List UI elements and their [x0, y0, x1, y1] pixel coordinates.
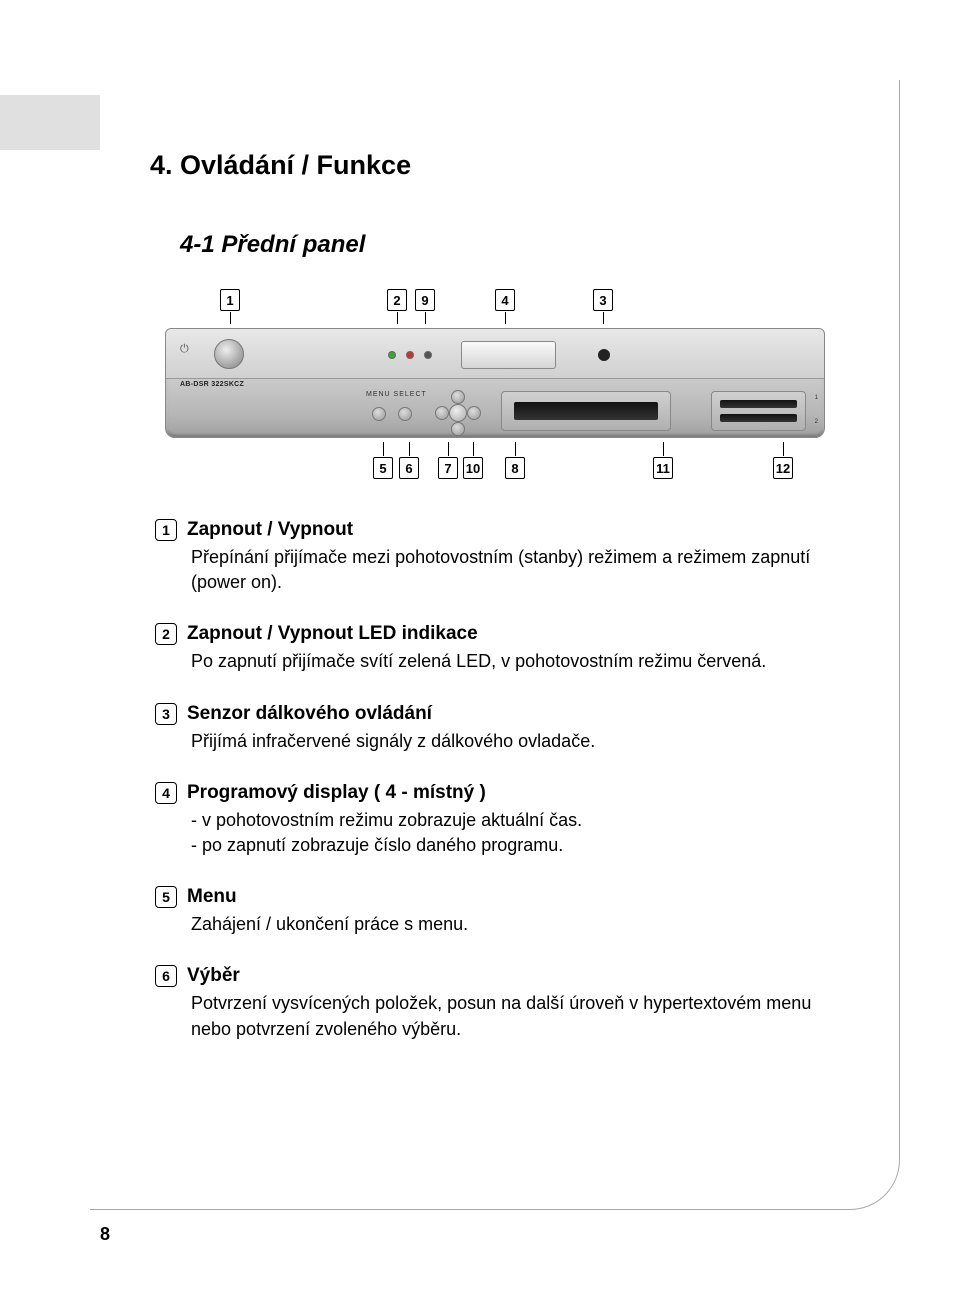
item-body: Potvrzení vysvícených položek, posun na …	[191, 991, 840, 1041]
item-body: - v pohotovostním režimu zobrazuje aktuá…	[191, 808, 840, 858]
page-content: 4. Ovládání / Funkce 4-1 Přední panel 12…	[150, 150, 840, 1070]
item-body: Přepínání přijímače mezi pohotovostním (…	[191, 545, 840, 595]
callout-11: 11	[653, 457, 673, 479]
callout-5: 5	[373, 457, 393, 479]
power-icon: ⏻	[180, 343, 189, 356]
select-button	[398, 407, 412, 421]
menu-button	[372, 407, 386, 421]
dpad	[436, 391, 480, 435]
item-body: Po zapnutí přijímače svítí zelená LED, v…	[191, 649, 840, 674]
dpad-center	[449, 404, 467, 422]
item-body-line: Přijímá infračervené signály z dálkového…	[191, 729, 840, 754]
card-slot	[501, 391, 671, 431]
model-label: AB-DSR 322SKCZ	[180, 381, 244, 388]
item-list: 1 Zapnout / Vypnout Přepínání přijímače me…	[155, 519, 840, 1042]
item-head: 1 Zapnout / Vypnout	[155, 519, 840, 541]
item-title: Výběr	[187, 965, 240, 987]
item-head: 6 Výběr	[155, 965, 840, 987]
item-number-box: 3	[155, 703, 177, 725]
cam-label-2: 2	[815, 419, 818, 425]
item-head: 4 Programový display ( 4 - místný )	[155, 782, 840, 804]
item-head: 2 Zapnout / Vypnout LED indikace	[155, 623, 840, 645]
item-title: Menu	[187, 886, 237, 908]
item-body-line: - po zapnutí zobrazuje číslo daného prog…	[191, 833, 840, 858]
device-illustration: ⏻ AB-DSR 322SKCZ MENU SELECT 1 2	[165, 328, 825, 438]
power-button	[214, 339, 244, 369]
callout-10: 10	[463, 457, 483, 479]
item-body-line: Přepínání přijímače mezi pohotovostním (…	[191, 545, 840, 595]
item-2: 2 Zapnout / Vypnout LED indikace Po zapnut…	[155, 623, 840, 674]
led-other	[424, 351, 432, 359]
item-body-line: Zahájení / ukončení práce s menu.	[191, 912, 840, 937]
callout-4: 4	[495, 289, 515, 311]
dpad-left	[435, 406, 449, 420]
ir-sensor	[598, 349, 610, 361]
callout-12: 12	[773, 457, 793, 479]
item-body-line: Po zapnutí přijímače svítí zelená LED, v…	[191, 649, 840, 674]
item-title: Programový display ( 4 - místný )	[187, 782, 486, 804]
menu-select-label: MENU SELECT	[366, 391, 427, 398]
led-red	[406, 351, 414, 359]
front-panel-diagram: 12943 ⏻ AB-DSR 322SKCZ MENU SELECT	[165, 289, 825, 479]
cam-slots	[711, 391, 806, 431]
item-5: 5 Menu Zahájení / ukončení práce s menu.	[155, 886, 840, 937]
item-head: 3 Senzor dálkového ovládání	[155, 703, 840, 725]
item-number-box: 1	[155, 519, 177, 541]
item-head: 5 Menu	[155, 886, 840, 908]
dpad-down	[451, 422, 465, 436]
item-body-line: Potvrzení vysvícených položek, posun na …	[191, 991, 840, 1041]
callout-2: 2	[387, 289, 407, 311]
program-display	[461, 341, 556, 369]
item-number-box: 4	[155, 782, 177, 804]
item-1: 1 Zapnout / Vypnout Přepínání přijímače me…	[155, 519, 840, 595]
item-number-box: 6	[155, 965, 177, 987]
item-body: Zahájení / ukončení práce s menu.	[191, 912, 840, 937]
item-title: Zapnout / Vypnout	[187, 519, 353, 541]
page-number: 8	[100, 1224, 110, 1245]
callout-9: 9	[415, 289, 435, 311]
item-4: 4 Programový display ( 4 - místný ) - v po…	[155, 782, 840, 858]
item-title: Senzor dálkového ovládání	[187, 703, 432, 725]
item-body: Přijímá infračervené signály z dálkového…	[191, 729, 840, 754]
item-body-line: - v pohotovostním režimu zobrazuje aktuá…	[191, 808, 840, 833]
item-title: Zapnout / Vypnout LED indikace	[187, 623, 478, 645]
callout-3: 3	[593, 289, 613, 311]
item-6: 6 Výběr Potvrzení vysvícených položek, pos…	[155, 965, 840, 1041]
section-title: 4. Ovládání / Funkce	[150, 150, 840, 181]
callouts-bottom: 56710 8 11 12	[165, 441, 825, 479]
callout-7: 7	[438, 457, 458, 479]
item-number-box: 5	[155, 886, 177, 908]
callouts-top: 1 29 4 3	[165, 289, 825, 325]
callout-1: 1	[220, 289, 240, 311]
callout-6: 6	[399, 457, 419, 479]
item-number-box: 2	[155, 623, 177, 645]
side-tab	[0, 95, 100, 150]
cam-label-1: 1	[815, 395, 818, 401]
led-green	[388, 351, 396, 359]
item-3: 3 Senzor dálkového ovládání Přijímá infrač…	[155, 703, 840, 754]
subsection-title: 4-1 Přední panel	[180, 231, 840, 259]
callout-8: 8	[505, 457, 525, 479]
dpad-right	[467, 406, 481, 420]
dpad-up	[451, 390, 465, 404]
